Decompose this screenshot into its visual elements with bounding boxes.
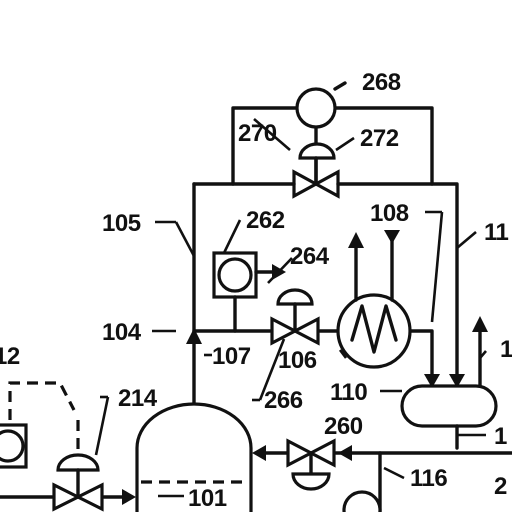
label-104: 104	[102, 319, 142, 346]
signal-line-12	[8, 381, 76, 420]
label-110: 110	[330, 379, 367, 406]
reference-labels: 268 270 272 105 262 108 11 264 104 1 107…	[0, 69, 512, 512]
arrow-exchanger-in	[384, 230, 400, 244]
arrow-into-vessel-right	[449, 374, 465, 388]
feed-line-214	[0, 381, 136, 512]
leader-lines	[94, 118, 487, 498]
arrow-return-left	[338, 445, 352, 461]
label-270: 270	[238, 120, 277, 147]
arrow-exchanger-out	[348, 232, 364, 248]
arrow-up-riser	[186, 328, 202, 344]
label-108: 108	[370, 200, 409, 227]
label-12-partial: 12	[0, 343, 20, 370]
controller-268	[295, 87, 337, 129]
controller-268-tick	[333, 81, 347, 91]
label-105: 105	[102, 210, 141, 237]
label-107: 107	[212, 343, 251, 370]
tank-101	[135, 402, 253, 512]
controller-left-partial	[0, 429, 25, 463]
arrow-into-vessel-left	[424, 374, 440, 388]
controller-bottom-partial	[342, 490, 382, 512]
label-right-partial: 1	[500, 336, 512, 363]
arrow-into-tank-feed	[122, 489, 136, 505]
arrow-vessel-top-out	[472, 316, 488, 332]
exchanger-to-vessel	[408, 329, 434, 380]
arrow-into-tank	[252, 445, 266, 461]
valve-214	[52, 453, 104, 512]
label-272: 272	[360, 125, 399, 152]
mid-control-loop	[212, 251, 320, 346]
label-268: 268	[362, 69, 401, 96]
header-right-to-vessel	[336, 182, 459, 380]
label-266: 266	[264, 387, 303, 414]
label-11-partial: 11	[484, 219, 509, 246]
valve-264-266	[270, 288, 320, 346]
label-lower-partial: 1	[494, 423, 507, 450]
label-214: 214	[118, 385, 158, 412]
valve-260	[286, 438, 336, 491]
valve-270-272	[292, 142, 340, 199]
heat-exchanger-106	[336, 230, 412, 369]
separator-vessel-110	[400, 316, 498, 450]
top-control-loop	[231, 81, 434, 199]
label-262: 262	[246, 207, 285, 234]
label-2-partial: 2	[494, 473, 507, 500]
return-line-260	[252, 438, 512, 512]
main-piping	[186, 182, 465, 408]
label-116: 116	[410, 465, 447, 492]
label-264: 264	[290, 243, 330, 270]
label-101: 101	[188, 485, 227, 512]
controller-262	[217, 257, 253, 293]
label-260: 260	[324, 413, 363, 440]
label-106: 106	[278, 347, 317, 374]
